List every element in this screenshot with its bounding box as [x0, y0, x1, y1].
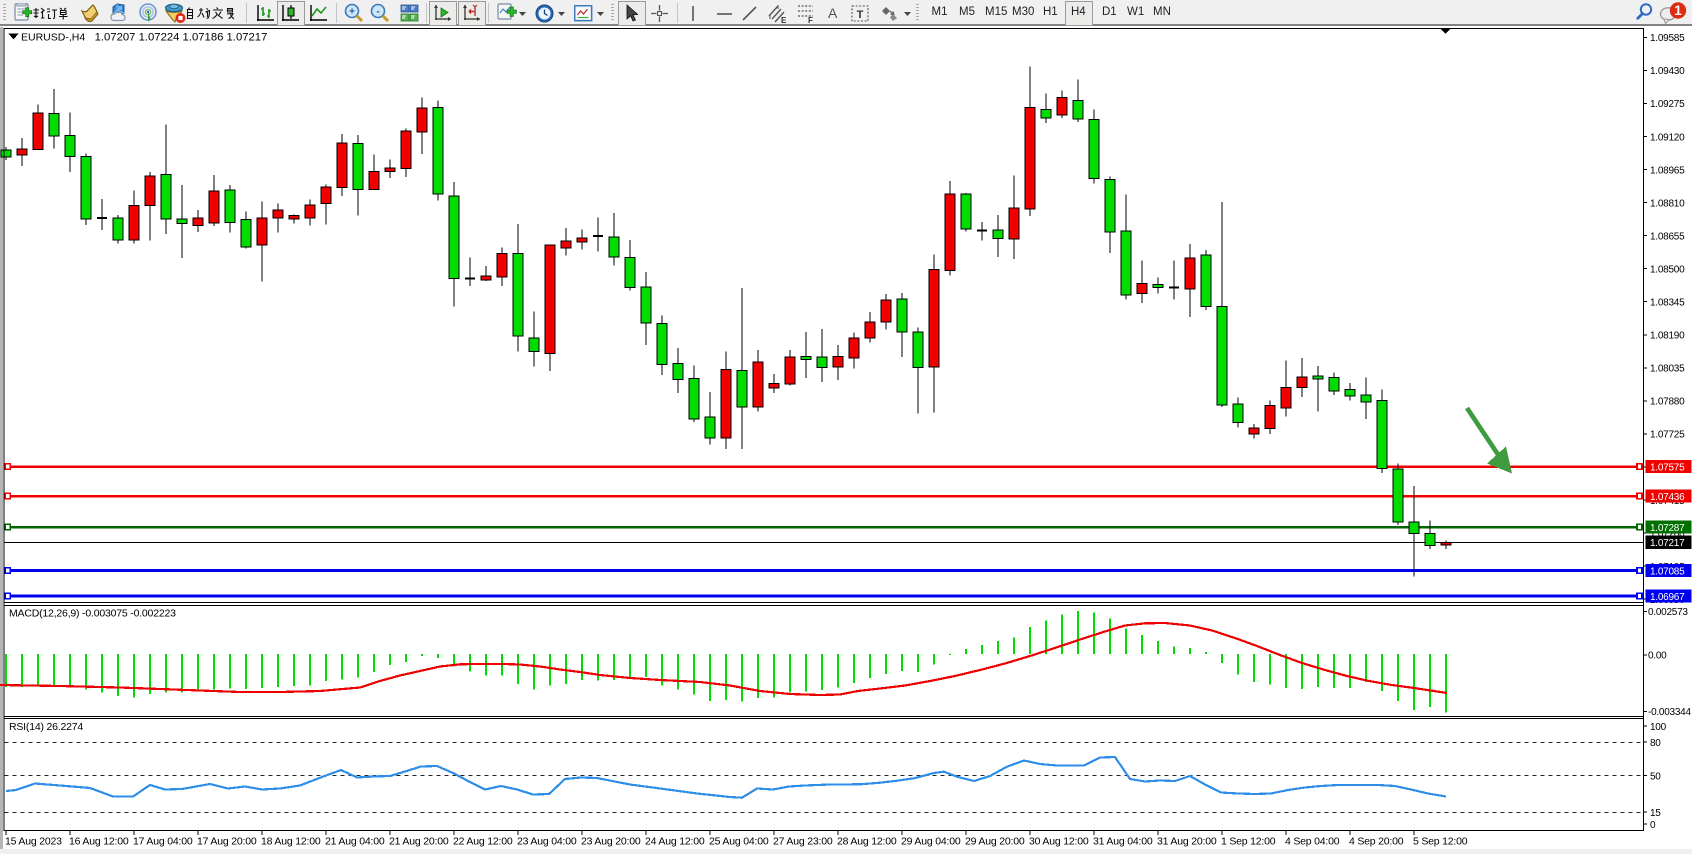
svg-text:1.07085: 1.07085 — [1650, 566, 1685, 577]
svg-text:16 Aug 12:00: 16 Aug 12:00 — [69, 836, 129, 848]
svg-text:1 Sep 12:00: 1 Sep 12:00 — [1221, 836, 1276, 848]
svg-text:+: + — [349, 7, 355, 18]
svg-text:15: 15 — [1650, 808, 1661, 819]
svg-text:1.08035: 1.08035 — [1650, 364, 1685, 375]
svg-text:-0.003344: -0.003344 — [1648, 707, 1691, 718]
svg-text:1.09120: 1.09120 — [1650, 132, 1685, 143]
svg-text:80: 80 — [1650, 738, 1661, 749]
svg-text:1.08190: 1.08190 — [1650, 331, 1685, 342]
svg-text:E: E — [781, 16, 787, 24]
svg-text:1.08345: 1.08345 — [1650, 298, 1685, 309]
svg-text:18 Aug 12:00: 18 Aug 12:00 — [261, 836, 321, 848]
svg-text:4 Sep 04:00: 4 Sep 04:00 — [1285, 836, 1340, 848]
svg-text:RSI(14) 26.2274: RSI(14) 26.2274 — [9, 721, 83, 733]
svg-text:0.002573: 0.002573 — [1648, 607, 1688, 618]
svg-text:4 Sep 20:00: 4 Sep 20:00 — [1349, 836, 1404, 848]
svg-text:23 Aug 04:00: 23 Aug 04:00 — [517, 836, 577, 848]
svg-text:31 Aug 04:00: 31 Aug 04:00 — [1093, 836, 1153, 848]
svg-text:25 Aug 04:00: 25 Aug 04:00 — [709, 836, 769, 848]
svg-text:21 Aug 04:00: 21 Aug 04:00 — [325, 836, 385, 848]
svg-text:30 Aug 12:00: 30 Aug 12:00 — [1029, 836, 1089, 848]
svg-text:1.08965: 1.08965 — [1650, 165, 1685, 176]
svg-text:1.08500: 1.08500 — [1650, 265, 1685, 276]
svg-text:1.07436: 1.07436 — [1650, 492, 1685, 503]
svg-text:1: 1 — [1674, 3, 1682, 18]
svg-text:1.08655: 1.08655 — [1650, 231, 1685, 242]
svg-text:1.07217: 1.07217 — [1650, 538, 1685, 549]
svg-text:31 Aug 20:00: 31 Aug 20:00 — [1157, 836, 1217, 848]
svg-text:1.09430: 1.09430 — [1650, 66, 1685, 77]
svg-text:27 Aug 23:00: 27 Aug 23:00 — [773, 836, 833, 848]
svg-text:29 Aug 04:00: 29 Aug 04:00 — [901, 836, 961, 848]
svg-text:1.09275: 1.09275 — [1650, 99, 1685, 110]
svg-text:17 Aug 04:00: 17 Aug 04:00 — [133, 836, 193, 848]
svg-text:1.08810: 1.08810 — [1650, 198, 1685, 209]
svg-text:1.07260: 1.07260 — [1650, 529, 1685, 540]
svg-text:21 Aug 20:00: 21 Aug 20:00 — [389, 836, 449, 848]
svg-text:1.07880: 1.07880 — [1650, 397, 1685, 408]
svg-text:24 Aug 12:00: 24 Aug 12:00 — [645, 836, 705, 848]
svg-text:EURUSD-,H4 1.07207 1.07224 1: EURUSD-,H4 1.07207 1.07224 1.07186 1.072… — [21, 32, 267, 44]
svg-text:1.09585: 1.09585 — [1650, 33, 1685, 44]
svg-text:F: F — [808, 16, 813, 24]
svg-text:28 Aug 12:00: 28 Aug 12:00 — [837, 836, 897, 848]
svg-text:5 Sep 12:00: 5 Sep 12:00 — [1413, 836, 1468, 848]
svg-text:-: - — [376, 7, 379, 18]
svg-text:1.07725: 1.07725 — [1650, 430, 1685, 441]
svg-text:22 Aug 12:00: 22 Aug 12:00 — [453, 836, 513, 848]
svg-text:0.00: 0.00 — [1648, 651, 1667, 662]
svg-text:1.06967: 1.06967 — [1650, 592, 1685, 603]
svg-text:23 Aug 20:00: 23 Aug 20:00 — [581, 836, 641, 848]
svg-text:50: 50 — [1650, 771, 1661, 782]
svg-text:1.07287: 1.07287 — [1650, 523, 1685, 534]
svg-text:0: 0 — [1650, 820, 1656, 831]
svg-text:MACD(12,26,9) -0.003075 -0.002: MACD(12,26,9) -0.003075 -0.002223 — [9, 608, 176, 620]
svg-text:1.07575: 1.07575 — [1650, 462, 1685, 473]
svg-text:29 Aug 20:00: 29 Aug 20:00 — [965, 836, 1025, 848]
svg-text:15 Aug 2023: 15 Aug 2023 — [5, 836, 62, 848]
svg-text:17 Aug 20:00: 17 Aug 20:00 — [197, 836, 257, 848]
svg-text:100: 100 — [1650, 722, 1667, 733]
svg-text:T: T — [857, 9, 864, 21]
